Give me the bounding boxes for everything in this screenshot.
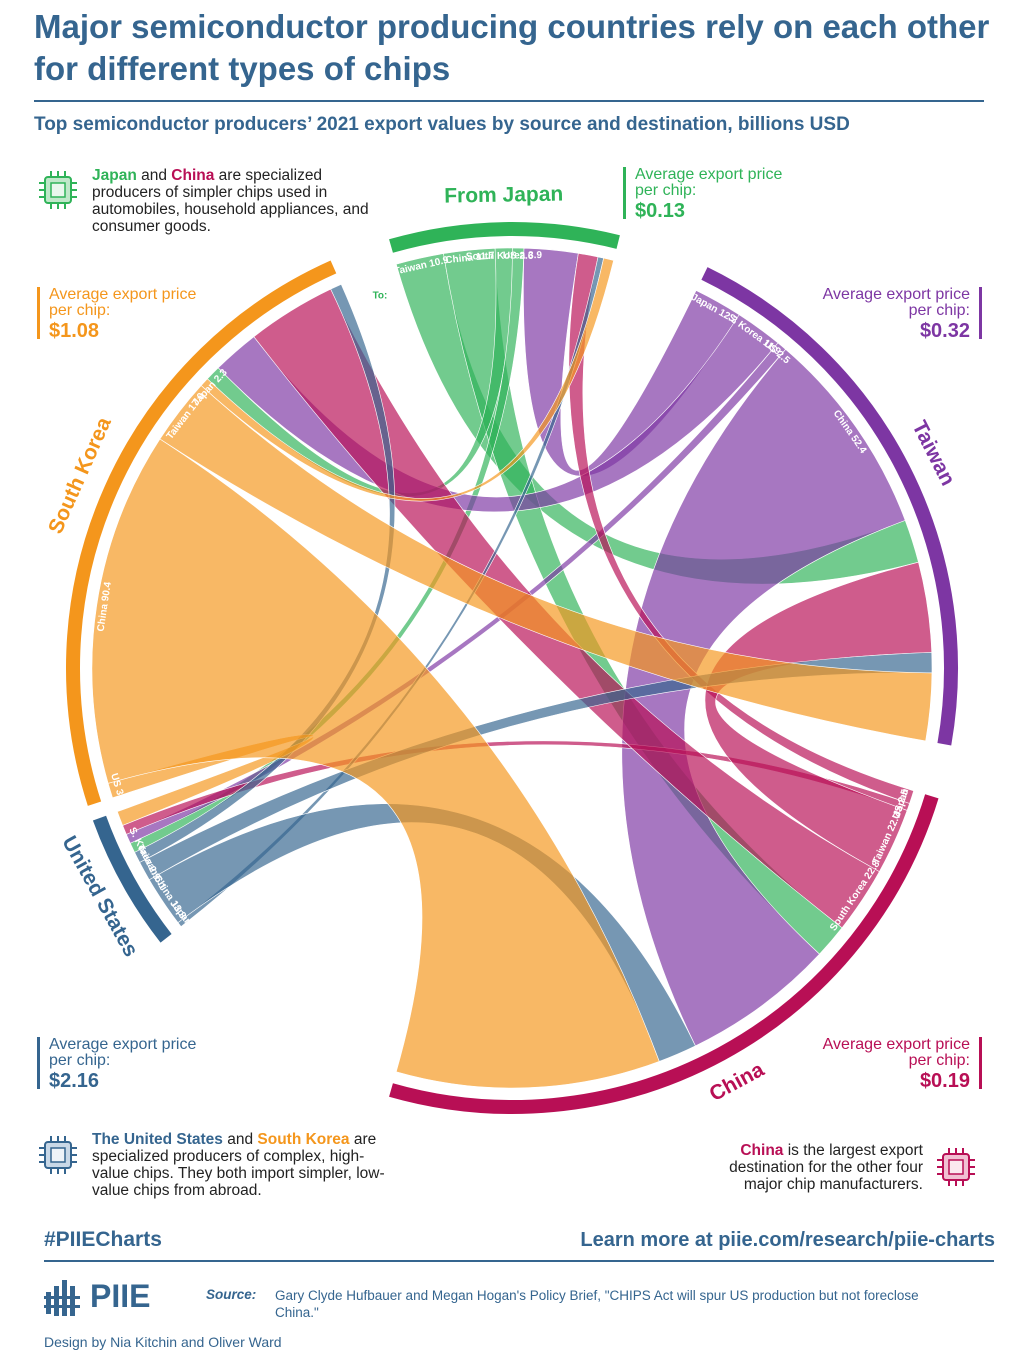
source-text: Gary Clyde Hufbauer and Megan Hogan's Po… bbox=[275, 1288, 919, 1320]
note-japan-china-text: are specialized producers of simpler chi… bbox=[92, 167, 369, 235]
note-us-name: The United States bbox=[92, 1131, 223, 1148]
source-label: Source: bbox=[206, 1287, 257, 1302]
price-value: $1.08 bbox=[49, 320, 100, 342]
footer-divider bbox=[44, 1260, 994, 1262]
price-japan: Average export price per chip: $0.13 bbox=[623, 166, 785, 222]
hashtag: #PIIECharts bbox=[44, 1228, 162, 1251]
note-and: and bbox=[136, 167, 172, 184]
flow-value-label: US 2.6 bbox=[503, 250, 534, 261]
price-value: $2.16 bbox=[49, 1070, 100, 1092]
chip-icon bbox=[39, 1136, 77, 1174]
price-label: Average export price per chip: bbox=[49, 286, 197, 319]
design-credit: Design by Nia Kitchin and Oliver Ward bbox=[44, 1334, 282, 1350]
ribbon-south_korea-to-japan bbox=[200, 257, 614, 502]
note-us-korea: The United States and South Korea are sp… bbox=[92, 1131, 392, 1199]
arc-label-japan: From Japan bbox=[444, 183, 563, 208]
price-value: $0.19 bbox=[919, 1070, 970, 1092]
note-china-name: China bbox=[740, 1142, 784, 1159]
arc-china bbox=[389, 794, 939, 1114]
price-label: Average export price per chip: bbox=[49, 1036, 197, 1069]
note-japan-china: Japan and China are specialized producer… bbox=[92, 167, 392, 235]
price-label: Average export price per chip: bbox=[822, 286, 970, 319]
note-us-korea-text: are specialized producers of complex, hi… bbox=[92, 1131, 385, 1199]
ribbon-china-to-taiwan bbox=[704, 561, 933, 873]
price-value: $0.13 bbox=[635, 200, 686, 222]
flow-value-label: South Korea 3.9 bbox=[466, 250, 543, 262]
note-korea-name: South Korea bbox=[257, 1131, 350, 1148]
arc-japan bbox=[389, 222, 620, 253]
note-china: China is the largest export destination … bbox=[688, 1142, 923, 1193]
price-south-korea: Average export price per chip: $1.08 bbox=[37, 286, 199, 342]
ribbon-south_korea-to-taiwan bbox=[159, 385, 933, 742]
ribbons bbox=[91, 247, 933, 1089]
arc-united_states bbox=[92, 815, 172, 943]
ribbon-south_korea-to-china bbox=[91, 438, 660, 1089]
note-and: and bbox=[222, 1131, 258, 1148]
flow-value-label: China 11.7 bbox=[445, 250, 496, 266]
arc-south_korea bbox=[66, 260, 337, 806]
ribbon-taiwan-to-united_states bbox=[125, 342, 787, 844]
arc-taiwan bbox=[701, 267, 958, 746]
piie-logo-icon bbox=[44, 1280, 80, 1316]
note-china-text: is the largest export destination for th… bbox=[729, 1142, 923, 1193]
title-divider bbox=[34, 100, 984, 102]
page-title: Major semiconductor producing countries … bbox=[34, 8, 990, 87]
chip-icon bbox=[937, 1148, 975, 1186]
chart-subtitle: Top semiconductor producers’ 2021 export… bbox=[34, 114, 850, 135]
price-taiwan: Average export price per chip: $0.32 bbox=[820, 286, 982, 342]
note-japan-name: Japan bbox=[92, 167, 137, 184]
price-china: Average export price per chip: $0.19 bbox=[820, 1036, 982, 1092]
learn-more-link[interactable]: Learn more at piie.com/research/piie-cha… bbox=[580, 1229, 995, 1251]
to-label: To: bbox=[373, 291, 388, 302]
price-label: Average export price per chip: bbox=[822, 1036, 970, 1069]
note-china-name: China bbox=[171, 167, 215, 184]
ribbon-china-to-south_korea bbox=[253, 288, 880, 929]
price-value: $0.32 bbox=[919, 320, 970, 342]
price-united-states: Average export price per chip: $2.16 bbox=[37, 1036, 199, 1092]
piie-logo: PIIE bbox=[90, 1278, 151, 1314]
chip-icon bbox=[39, 171, 77, 209]
price-label: Average export price per chip: bbox=[635, 166, 783, 199]
